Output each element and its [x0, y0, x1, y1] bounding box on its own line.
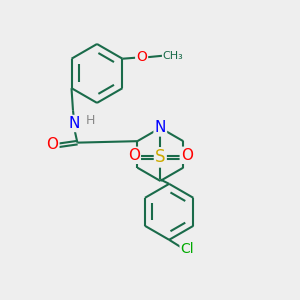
Text: O: O — [181, 148, 193, 163]
Text: N: N — [69, 116, 80, 131]
Text: O: O — [46, 136, 58, 152]
Text: O: O — [128, 148, 140, 163]
Text: O: O — [136, 50, 147, 64]
Text: N: N — [154, 120, 166, 135]
Text: S: S — [155, 148, 166, 166]
Text: CH₃: CH₃ — [163, 51, 184, 61]
Text: H: H — [86, 114, 95, 127]
Text: Cl: Cl — [181, 242, 194, 256]
